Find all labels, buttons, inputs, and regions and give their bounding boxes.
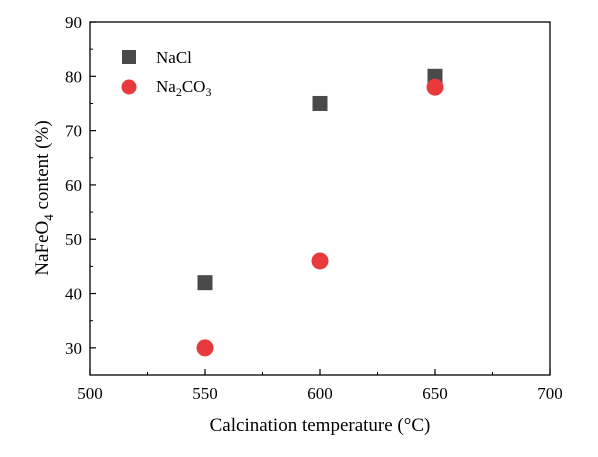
x-tick-label: 600 [307,384,333,403]
legend: NaCl Na2CO3 [121,48,211,99]
x-tick-label: 550 [192,384,218,403]
na2co3-point-550 [196,339,214,357]
y-tick-label: 70 [65,122,82,141]
x-tick-label: 500 [77,384,103,403]
nacl-point-550 [197,275,213,291]
y-tick-label: 30 [65,339,82,358]
legend-label-na2co3: Na2CO3 [156,77,211,99]
axis-ticks: 500 550 600 650 700 30 40 50 60 70 80 90 [65,13,563,403]
legend-marker-nacl [122,50,136,64]
na2co3-point-650 [426,78,444,96]
nacl-point-600 [312,95,328,111]
legend-label-nacl: NaCl [156,48,192,67]
x-axis-label: Calcination temperature (°C) [210,415,431,436]
plot-frame [89,21,551,376]
y-tick-label: 60 [65,176,82,195]
x-tick-label: 650 [422,384,448,403]
na2co3-point-600 [311,252,329,270]
y-tick-label: 80 [65,67,82,86]
data-markers [196,68,444,357]
y-tick-label: 40 [65,285,82,304]
y-tick-label: 50 [65,230,82,249]
x-tick-label: 700 [537,384,563,403]
y-tick-label: 90 [65,13,82,32]
legend-marker-na2co3 [121,79,137,95]
y-axis-label: NaFeO4 content (%) [32,120,56,275]
